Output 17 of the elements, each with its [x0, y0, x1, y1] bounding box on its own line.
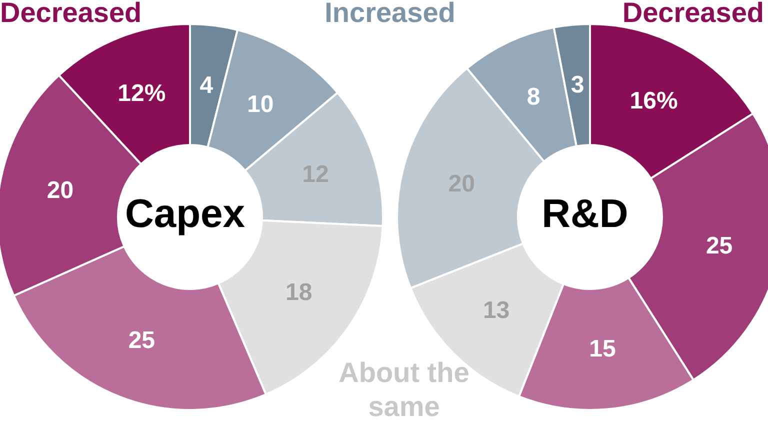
data-label: 3: [570, 72, 584, 99]
data-label: 18: [286, 279, 312, 306]
text: R&D: [542, 192, 628, 236]
data-label: 25: [128, 326, 156, 354]
data-label: 13: [482, 297, 510, 324]
data-label: 8: [526, 84, 540, 111]
data-label: 16%: [630, 87, 678, 114]
data-label: 12%: [118, 80, 166, 108]
data-label: 20: [46, 176, 74, 204]
data-label: 4: [200, 72, 214, 100]
text: Capex: [124, 192, 246, 236]
text: Decreased: [0, 0, 143, 30]
data-label: 25: [706, 232, 733, 260]
data-label: 10: [247, 91, 274, 118]
text: Increased: [324, 0, 456, 30]
text: Decreased: [621, 0, 764, 30]
data-label: 15: [589, 335, 616, 362]
